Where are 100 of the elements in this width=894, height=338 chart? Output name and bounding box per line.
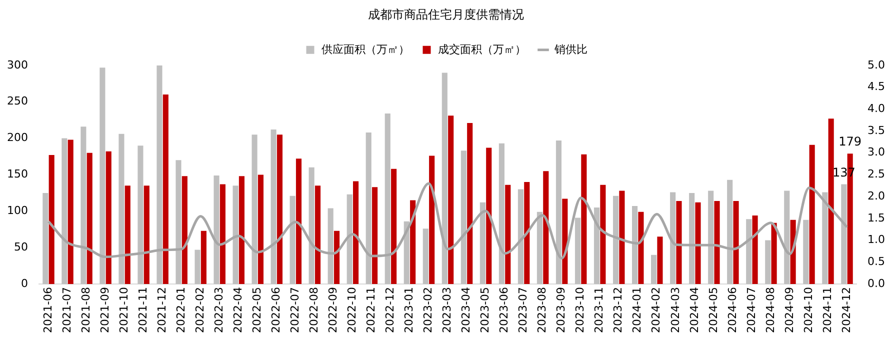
y-tick-label: 300 — [6, 58, 28, 72]
bar — [651, 254, 657, 284]
x-tick-label: 2021-11 — [136, 287, 150, 334]
y2-tick-label: 3.0 — [868, 146, 886, 159]
bar — [689, 192, 695, 284]
bar — [442, 72, 448, 284]
bar — [308, 167, 314, 284]
bar — [366, 132, 372, 284]
bar — [48, 155, 54, 284]
x-tick-label: 2023-11 — [592, 287, 606, 334]
y-tick-label: 150 — [6, 168, 28, 181]
bar — [276, 134, 283, 284]
bar — [100, 68, 106, 284]
x-tick-label: 2022-01 — [174, 287, 188, 334]
bar — [612, 196, 619, 284]
bar — [670, 192, 676, 284]
bar — [422, 228, 428, 284]
x-tick-label: 2024-10 — [802, 287, 815, 334]
x-tick-label: 2022-02 — [193, 287, 206, 334]
x-tick-label: 2022-05 — [250, 287, 264, 334]
x-tick-label: 2024-07 — [744, 287, 758, 334]
bar — [714, 200, 720, 284]
x-tick-label: 2022-07 — [288, 287, 302, 334]
x-tick-label: 2023-04 — [460, 287, 473, 334]
bar — [220, 184, 226, 284]
x-tick-label: 2024-11 — [820, 287, 834, 334]
y2-tick-label: 4.5 — [868, 80, 886, 94]
data-label: 179 — [838, 134, 862, 149]
x-tick-label: 2021-08 — [79, 287, 92, 334]
bar — [214, 175, 220, 284]
bar — [162, 94, 168, 284]
bar — [372, 187, 378, 284]
bar — [182, 176, 188, 284]
x-tick-label: 2023-07 — [516, 287, 530, 334]
bar — [124, 186, 130, 284]
y-tick-label: 250 — [6, 94, 28, 108]
bar — [429, 156, 435, 284]
bar — [574, 218, 581, 284]
y-tick-label: 100 — [6, 204, 28, 218]
x-tick-label: 2022-10 — [346, 287, 359, 334]
x-tick-label: 2024-03 — [668, 287, 682, 334]
bar — [632, 206, 638, 284]
bar — [556, 140, 562, 284]
bar — [290, 196, 296, 284]
x-tick-label: 2024-08 — [764, 287, 777, 334]
bar — [727, 180, 733, 284]
bar — [296, 158, 302, 284]
x-tick-label: 2024-06 — [726, 287, 739, 334]
bar — [68, 140, 74, 284]
bar — [144, 186, 150, 284]
bar — [505, 184, 511, 284]
bar — [600, 184, 606, 284]
x-tick-label: 2023-10 — [574, 287, 587, 334]
bar — [194, 250, 200, 284]
x-tick-label: 2022-11 — [364, 287, 378, 334]
x-tick-label: 2023-08 — [536, 287, 549, 334]
bar — [138, 146, 144, 284]
bar — [562, 198, 568, 284]
bar — [784, 190, 790, 284]
bar — [270, 130, 276, 284]
bar — [638, 212, 644, 284]
legend-label: 供应面积（万㎡） — [321, 42, 410, 56]
bar — [752, 216, 758, 284]
bar — [657, 236, 663, 284]
y2-tick-label: 3.5 — [868, 124, 886, 137]
bar — [828, 118, 834, 284]
y2-tick-label: 1.5 — [868, 211, 886, 224]
bar — [353, 181, 359, 284]
y2-tick-label: 5.0 — [868, 58, 886, 72]
x-tick-label: 2023-01 — [402, 287, 416, 334]
bar — [62, 138, 68, 284]
x-tick-label: 2024-01 — [630, 287, 644, 334]
x-tick-label: 2021-07 — [60, 287, 74, 334]
bar — [695, 202, 701, 284]
bar — [467, 122, 473, 284]
bar — [448, 116, 454, 284]
y-tick-label: 200 — [6, 131, 28, 144]
bar — [536, 212, 542, 284]
bar — [328, 208, 334, 284]
bar — [543, 171, 549, 284]
bar — [334, 230, 340, 284]
x-tick-label: 2021-12 — [155, 287, 168, 334]
legend-label: 成交面积（万㎡） — [438, 42, 526, 56]
bar — [480, 202, 486, 284]
y2-tick-label: 0.5 — [868, 255, 886, 268]
bar — [258, 174, 264, 284]
bar — [518, 189, 524, 284]
bar — [80, 126, 86, 284]
bar — [156, 65, 162, 284]
bar — [384, 114, 390, 284]
bar — [42, 192, 48, 284]
bar — [619, 190, 625, 284]
bar — [346, 194, 352, 284]
x-tick-label: 2024-09 — [782, 287, 796, 334]
bar — [404, 221, 410, 284]
legend-label: 销供比 — [553, 42, 588, 56]
bar — [822, 192, 828, 284]
bar — [498, 143, 504, 284]
bar — [581, 154, 587, 284]
bar — [238, 176, 244, 284]
